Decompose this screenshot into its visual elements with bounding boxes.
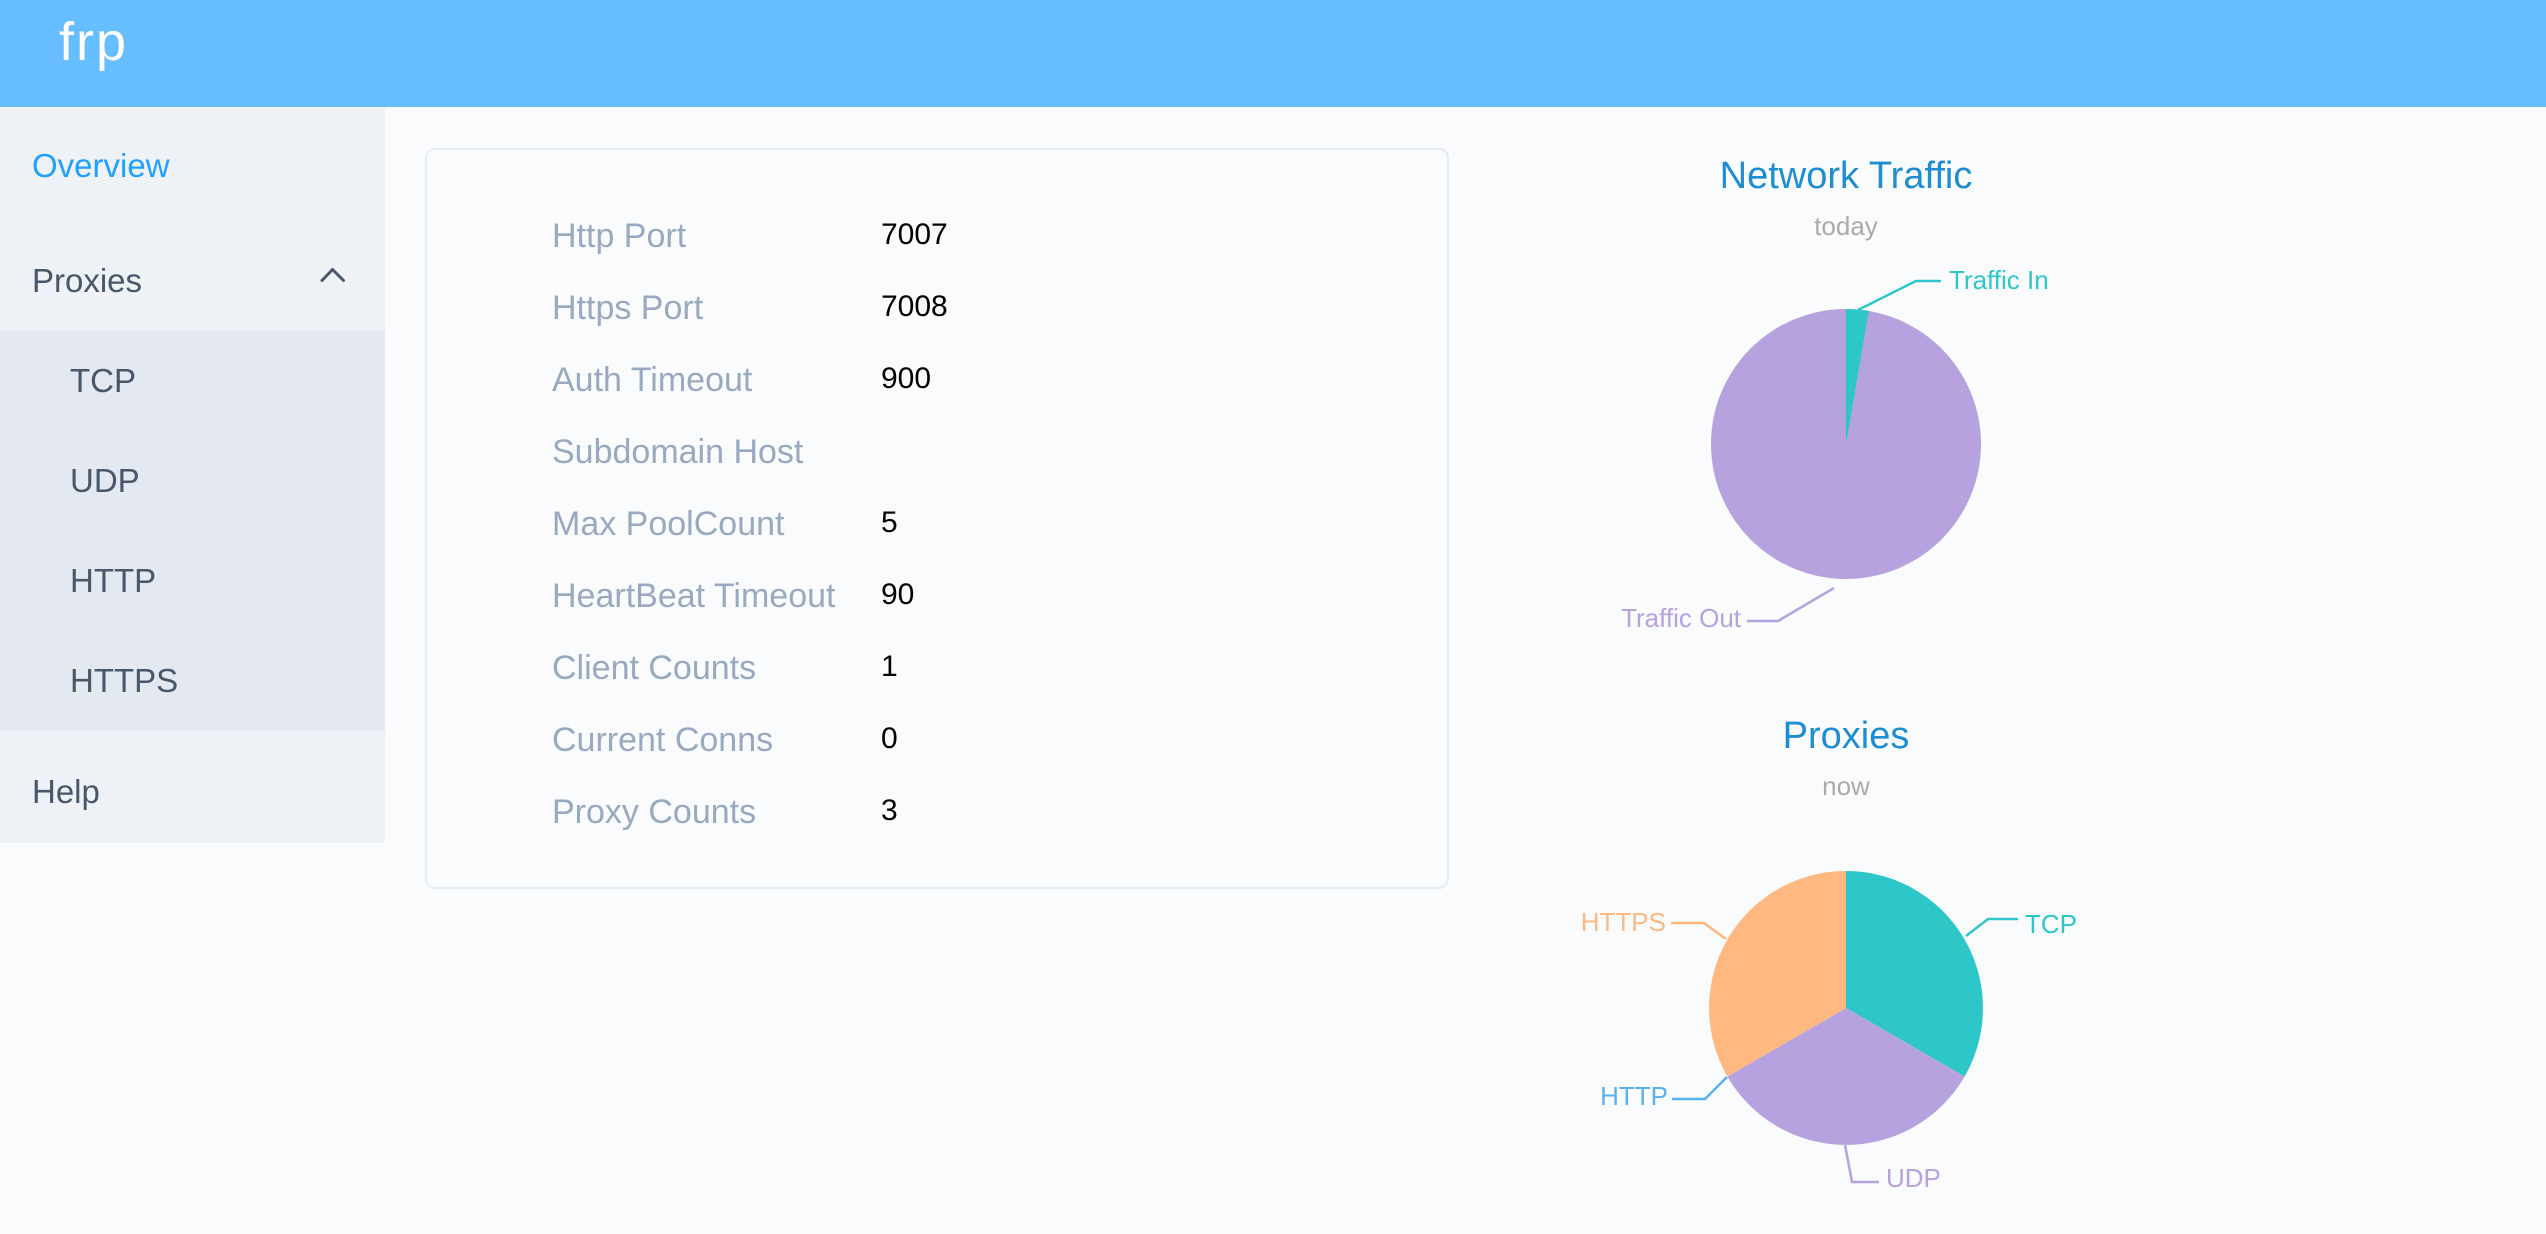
svg-text:Traffic Out: Traffic Out	[1621, 603, 1742, 633]
svg-text:HTTP: HTTP	[1600, 1081, 1668, 1111]
svg-text:UDP: UDP	[1886, 1163, 1941, 1193]
svg-text:today: today	[1814, 211, 1878, 241]
svg-text:Network Traffic: Network Traffic	[1720, 155, 1973, 197]
svg-text:Traffic In: Traffic In	[1949, 265, 2049, 295]
svg-text:Proxies: Proxies	[1783, 715, 1910, 757]
svg-text:TCP: TCP	[2025, 909, 2077, 939]
svg-text:now: now	[1822, 771, 1870, 801]
svg-text:HTTPS: HTTPS	[1581, 907, 1666, 937]
